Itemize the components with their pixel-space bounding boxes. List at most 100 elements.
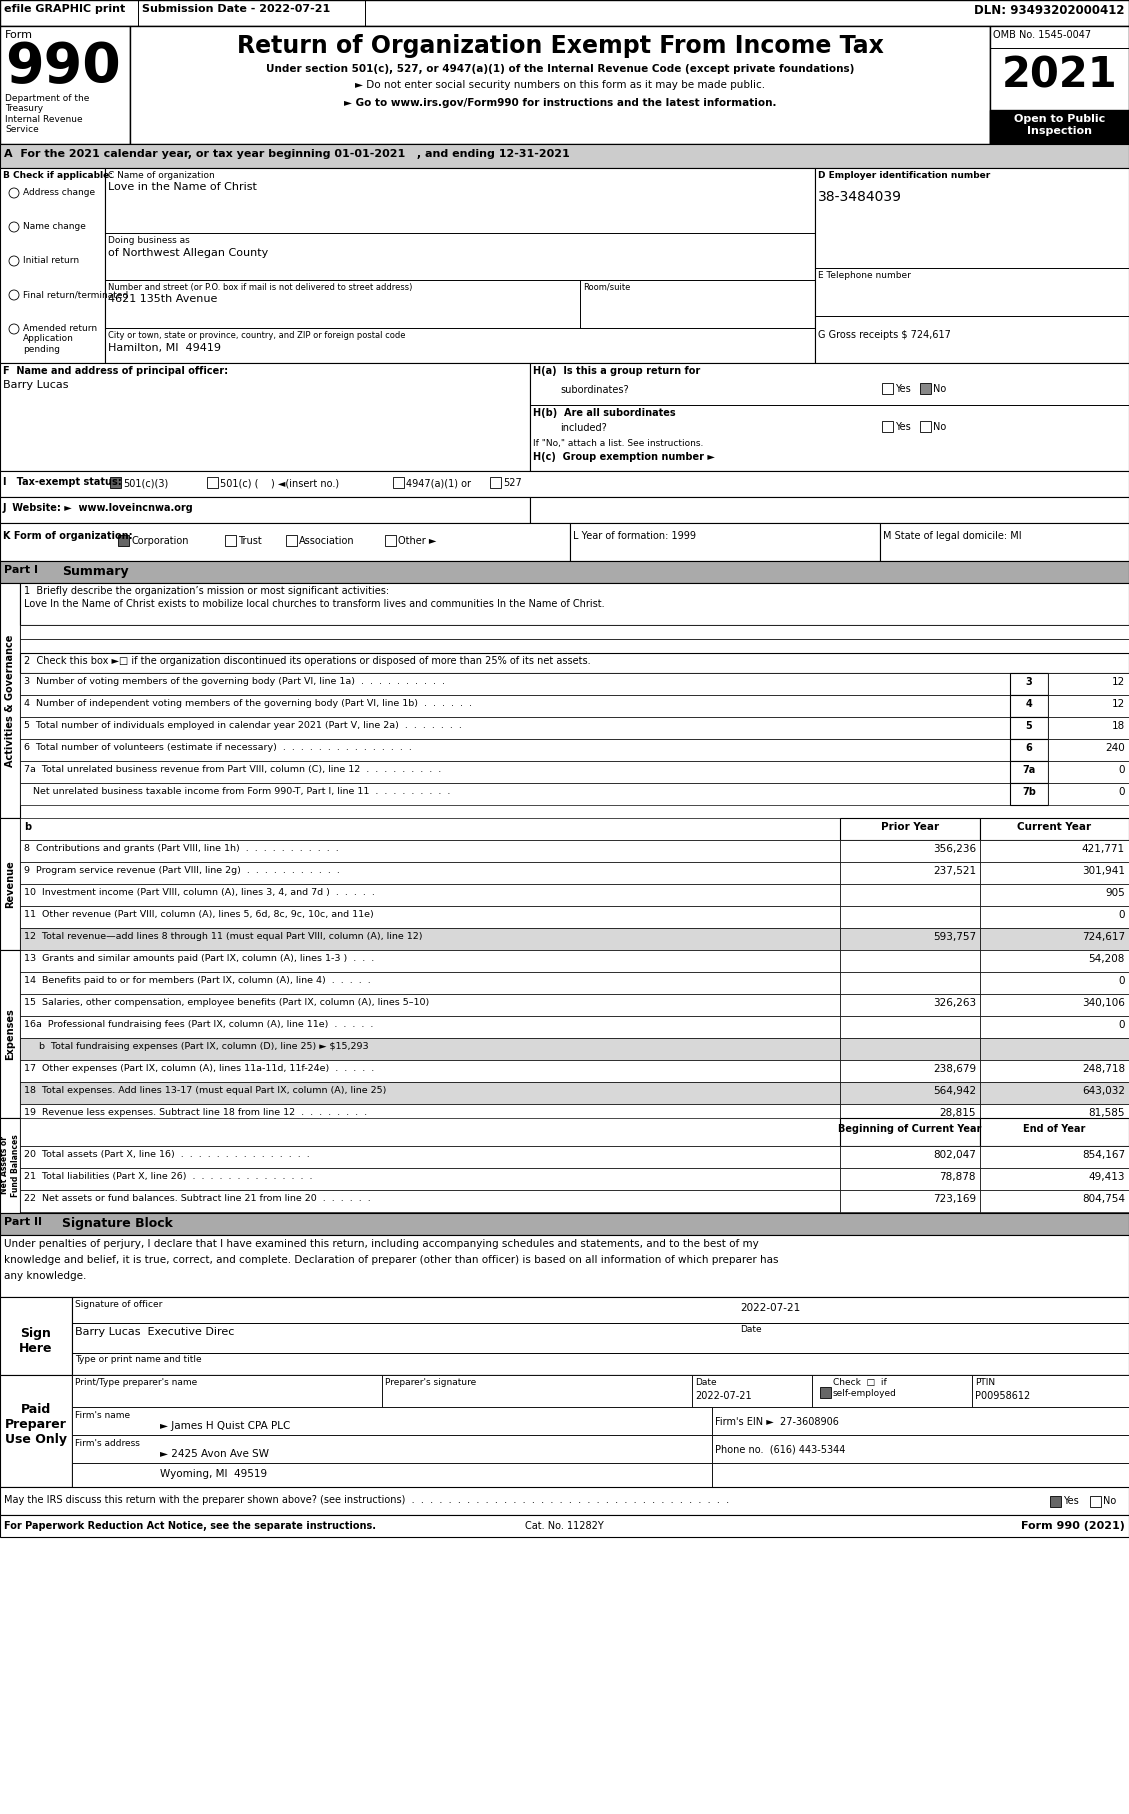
- Text: If "No," attach a list. See instructions.: If "No," attach a list. See instructions…: [533, 439, 703, 448]
- Bar: [692, 1375, 812, 1408]
- Text: Wyoming, MI  49519: Wyoming, MI 49519: [160, 1469, 268, 1478]
- Text: No: No: [933, 423, 946, 432]
- Bar: [815, 169, 1129, 363]
- Text: 4: 4: [1025, 698, 1032, 709]
- Text: 4621 135th Avenue: 4621 135th Avenue: [108, 294, 218, 305]
- Bar: [72, 1297, 1129, 1375]
- Text: 854,167: 854,167: [1082, 1150, 1124, 1159]
- Bar: [20, 929, 840, 951]
- Bar: [1010, 784, 1048, 805]
- Bar: [920, 421, 931, 432]
- Text: 2022-07-21: 2022-07-21: [739, 1302, 800, 1313]
- Bar: [840, 994, 980, 1016]
- Bar: [840, 972, 980, 994]
- Text: E Telephone number: E Telephone number: [819, 270, 911, 279]
- Bar: [1048, 784, 1129, 805]
- Text: PTIN: PTIN: [975, 1379, 995, 1388]
- Text: Hamilton, MI  49419: Hamilton, MI 49419: [108, 343, 221, 354]
- Bar: [72, 1408, 712, 1435]
- Bar: [980, 1146, 1129, 1168]
- Bar: [980, 1081, 1129, 1105]
- Text: ► James H Quist CPA PLC: ► James H Quist CPA PLC: [160, 1420, 290, 1431]
- Bar: [130, 25, 990, 143]
- Text: No: No: [1103, 1497, 1117, 1506]
- Text: Activities & Governance: Activities & Governance: [5, 635, 15, 767]
- Bar: [393, 477, 404, 488]
- Text: 13  Grants and similar amounts paid (Part IX, column (A), lines 1-3 )  .  .  .: 13 Grants and similar amounts paid (Part…: [24, 954, 374, 963]
- Text: Firm's address: Firm's address: [75, 1439, 140, 1448]
- Text: efile GRAPHIC print: efile GRAPHIC print: [5, 4, 125, 15]
- Bar: [20, 1059, 840, 1081]
- Text: 17  Other expenses (Part IX, column (A), lines 11a-11d, 11f-24e)  .  .  .  .  .: 17 Other expenses (Part IX, column (A), …: [24, 1065, 374, 1074]
- Text: May the IRS discuss this return with the preparer shown above? (see instructions: May the IRS discuss this return with the…: [5, 1495, 729, 1506]
- Text: H(c)  Group exemption number ►: H(c) Group exemption number ►: [533, 452, 715, 463]
- Bar: [1010, 738, 1048, 762]
- Text: 237,521: 237,521: [933, 865, 975, 876]
- Bar: [1048, 695, 1129, 717]
- Text: 22  Net assets or fund balances. Subtract line 21 from line 20  .  .  .  .  .  .: 22 Net assets or fund balances. Subtract…: [24, 1194, 370, 1203]
- Text: H(b)  Are all subordinates: H(b) Are all subordinates: [533, 408, 675, 417]
- Bar: [1050, 1497, 1061, 1507]
- Text: Name change: Name change: [23, 221, 86, 230]
- Text: Under section 501(c), 527, or 4947(a)(1) of the Internal Revenue Code (except pr: Under section 501(c), 527, or 4947(a)(1)…: [265, 63, 855, 74]
- Bar: [840, 1168, 980, 1190]
- Text: 564,942: 564,942: [933, 1087, 975, 1096]
- Text: Firm's name: Firm's name: [75, 1411, 130, 1420]
- Bar: [712, 1464, 1129, 1487]
- Bar: [72, 1375, 1129, 1487]
- Bar: [980, 1117, 1129, 1146]
- Text: 723,169: 723,169: [933, 1194, 975, 1204]
- Text: 990: 990: [5, 40, 121, 94]
- Bar: [0, 169, 105, 363]
- Text: 301,941: 301,941: [1082, 865, 1124, 876]
- Text: Beginning of Current Year: Beginning of Current Year: [839, 1125, 982, 1134]
- Bar: [980, 972, 1129, 994]
- Text: 7a  Total unrelated business revenue from Part VIII, column (C), line 12  .  .  : 7a Total unrelated business revenue from…: [24, 766, 441, 775]
- Text: 2021: 2021: [1003, 54, 1118, 96]
- Text: 2  Check this box ►□ if the organization discontinued its operations or disposed: 2 Check this box ►□ if the organization …: [24, 657, 590, 666]
- Text: Barry Lucas: Barry Lucas: [3, 379, 69, 390]
- Text: Type or print name and title: Type or print name and title: [75, 1355, 202, 1364]
- Text: ► Go to www.irs.gov/Form990 for instructions and the latest information.: ► Go to www.irs.gov/Form990 for instruct…: [343, 98, 777, 109]
- Text: 14  Benefits paid to or for members (Part IX, column (A), line 4)  .  .  .  .  .: 14 Benefits paid to or for members (Part…: [24, 976, 370, 985]
- Bar: [1010, 695, 1048, 717]
- Bar: [840, 1038, 980, 1059]
- Text: b: b: [24, 822, 32, 833]
- Text: H(a)  Is this a group return for: H(a) Is this a group return for: [533, 366, 700, 375]
- Bar: [840, 1105, 980, 1126]
- Bar: [1048, 738, 1129, 762]
- Text: 18: 18: [1112, 720, 1124, 731]
- Text: 16a  Professional fundraising fees (Part IX, column (A), line 11e)  .  .  .  .  : 16a Professional fundraising fees (Part …: [24, 1019, 374, 1029]
- Text: 12: 12: [1112, 677, 1124, 688]
- Bar: [72, 1435, 712, 1464]
- Bar: [119, 535, 129, 546]
- Bar: [20, 626, 1129, 639]
- Text: 20  Total assets (Part X, line 16)  .  .  .  .  .  .  .  .  .  .  .  .  .  .  .: 20 Total assets (Part X, line 16) . . . …: [24, 1150, 309, 1159]
- Text: included?: included?: [560, 423, 606, 434]
- Bar: [0, 0, 1129, 25]
- Text: 724,617: 724,617: [1082, 932, 1124, 941]
- Bar: [972, 1375, 1129, 1408]
- Text: Form 990 (2021): Form 990 (2021): [1021, 1520, 1124, 1531]
- Text: Cat. No. 11282Y: Cat. No. 11282Y: [525, 1520, 603, 1531]
- Text: 905: 905: [1105, 889, 1124, 898]
- Text: Initial return: Initial return: [23, 256, 79, 265]
- Bar: [530, 363, 1129, 472]
- Bar: [20, 1117, 840, 1146]
- Text: ► Do not enter social security numbers on this form as it may be made public.: ► Do not enter social security numbers o…: [355, 80, 765, 91]
- Text: 12  Total revenue—add lines 8 through 11 (must equal Part VIII, column (A), line: 12 Total revenue—add lines 8 through 11 …: [24, 932, 422, 941]
- Text: No: No: [933, 385, 946, 394]
- Bar: [980, 994, 1129, 1016]
- Text: Association: Association: [299, 535, 355, 546]
- Bar: [20, 1105, 840, 1126]
- Text: b  Total fundraising expenses (Part IX, column (D), line 25) ► $15,293: b Total fundraising expenses (Part IX, c…: [30, 1041, 369, 1050]
- Bar: [0, 522, 570, 561]
- Text: Under penalties of perjury, I declare that I have examined this return, includin: Under penalties of perjury, I declare th…: [5, 1239, 759, 1250]
- Bar: [20, 762, 1010, 784]
- Bar: [20, 972, 840, 994]
- Text: Yes: Yes: [895, 423, 911, 432]
- Text: Department of the
Treasury
Internal Revenue
Service: Department of the Treasury Internal Reve…: [5, 94, 89, 134]
- Text: 0: 0: [1119, 1019, 1124, 1030]
- Bar: [0, 561, 1129, 582]
- Text: Other ►: Other ►: [399, 535, 437, 546]
